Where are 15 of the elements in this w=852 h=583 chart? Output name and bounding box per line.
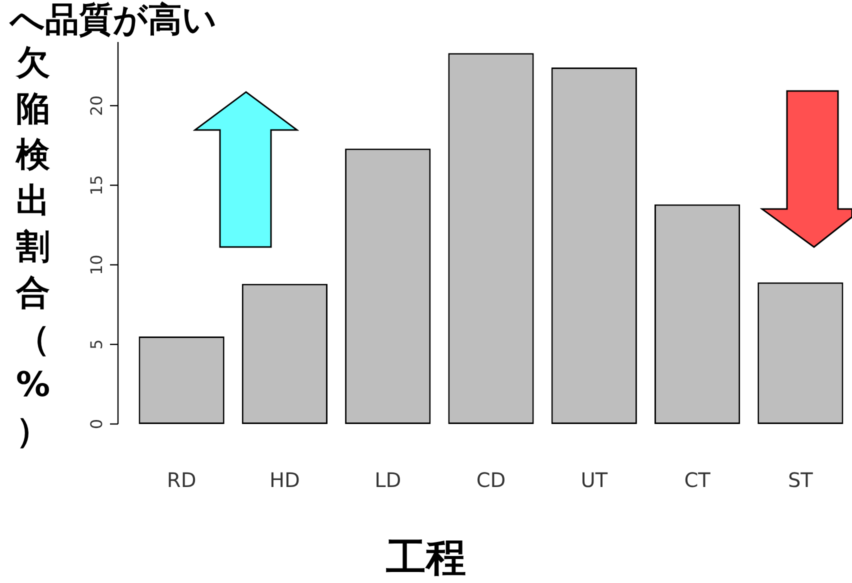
y-tick-label: 20	[87, 95, 106, 116]
x-tick-label: CT	[684, 468, 712, 492]
x-tick-label: CD	[476, 468, 506, 492]
chart-title: へ品質が高い	[10, 0, 217, 40]
x-tick-label: RD	[166, 468, 196, 492]
x-tick-label: ST	[788, 468, 814, 492]
x-axis-title: 工程	[385, 535, 467, 581]
x-tick-label: UT	[580, 468, 608, 492]
y-tick-label: 15	[87, 175, 106, 196]
y-tick-label: 0	[87, 418, 106, 430]
x-tick-label: LD	[374, 468, 402, 492]
text: 欠陥検出割合（%）	[16, 43, 50, 451]
y-tick-label: 5	[87, 339, 106, 350]
y-tick-label: 10	[87, 254, 106, 276]
x-tick-label: HD	[269, 468, 300, 492]
